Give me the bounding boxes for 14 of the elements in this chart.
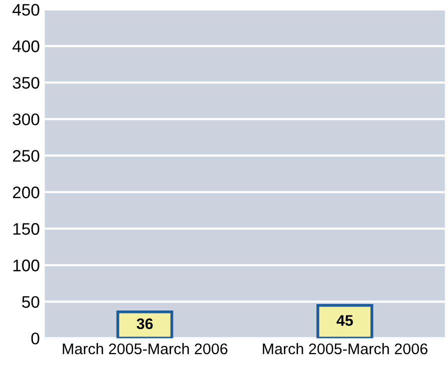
y-tick-label: 0 — [31, 332, 40, 344]
data-label: 36 — [136, 318, 153, 330]
y-tick-label: 450 — [12, 4, 40, 16]
y-tick-label: 350 — [12, 76, 40, 89]
y-tick-label: 150 — [13, 223, 40, 235]
data-label: 45 — [336, 315, 353, 326]
x-tick-label: March 2005-March 2006 — [62, 343, 228, 354]
y-tick-label: 50 — [22, 296, 40, 308]
y-tick-label: 250 — [12, 150, 40, 162]
y-tick-label: 200 — [12, 186, 40, 198]
x-tick-label: March 2005-March 2006 — [262, 343, 428, 354]
y-tick-label: 300 — [12, 113, 40, 126]
y-tick-label: 400 — [12, 40, 40, 52]
y-tick-label: 100 — [13, 260, 40, 272]
